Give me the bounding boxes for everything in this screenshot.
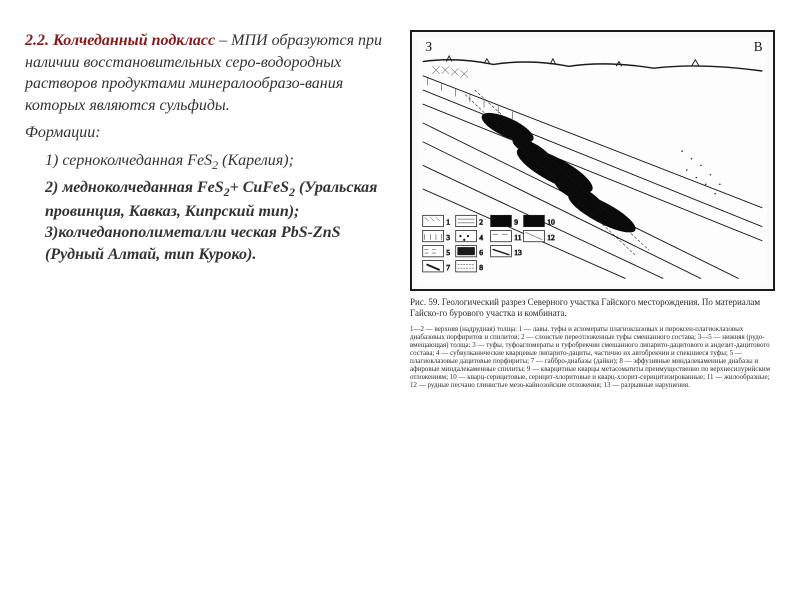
svg-text:13: 13 bbox=[514, 248, 522, 257]
svg-text:12: 12 bbox=[547, 233, 555, 242]
formations-label: Формации: bbox=[25, 122, 395, 144]
section-heading: Колчеданный подкласс bbox=[53, 32, 215, 49]
svg-text:7: 7 bbox=[446, 263, 450, 272]
svg-text:8: 8 bbox=[479, 263, 483, 272]
formation-2: 2) медноколчеданная FeS2+ CuFeS2 (Уральс… bbox=[45, 177, 395, 265]
svg-text:5: 5 bbox=[446, 248, 450, 257]
svg-text:10: 10 bbox=[547, 218, 555, 227]
formation-1: 1) серноколчеданная FeS2 (Карелия); bbox=[45, 150, 395, 173]
figure-legend-text: 1—2 — верхняя (надрудная) толща: 1 — лав… bbox=[410, 325, 775, 389]
figure-caption: Рис. 59. Геологический разрез Северного … bbox=[410, 297, 775, 319]
svg-text:4: 4 bbox=[479, 233, 483, 242]
formation-2-num: 2) bbox=[45, 179, 58, 196]
svg-text:2: 2 bbox=[479, 218, 483, 227]
svg-text:3: 3 bbox=[446, 233, 450, 242]
svg-text:1: 1 bbox=[446, 218, 450, 227]
svg-text:11: 11 bbox=[514, 233, 521, 242]
cross-section-svg: З В bbox=[418, 38, 767, 283]
west-label: З bbox=[426, 39, 433, 54]
section-number: 2.2. bbox=[25, 32, 49, 49]
formation-1-name: серноколчеданная FeS bbox=[62, 152, 212, 169]
title-section: 2.2. Колчеданный подкласс – МПИ образуют… bbox=[25, 30, 395, 116]
svg-text:9: 9 bbox=[514, 218, 518, 227]
formation-1-loc: (Карелия); bbox=[218, 152, 294, 169]
svg-text:6: 6 bbox=[479, 248, 483, 257]
geological-figure: З В bbox=[410, 30, 775, 291]
formation-2-mid: + CuFeS bbox=[230, 179, 289, 196]
title-dash: – bbox=[215, 32, 231, 49]
formation-1-num: 1) bbox=[45, 152, 58, 169]
east-label: В bbox=[754, 39, 763, 54]
formation-2-name: медноколчеданная FeS bbox=[62, 179, 223, 196]
